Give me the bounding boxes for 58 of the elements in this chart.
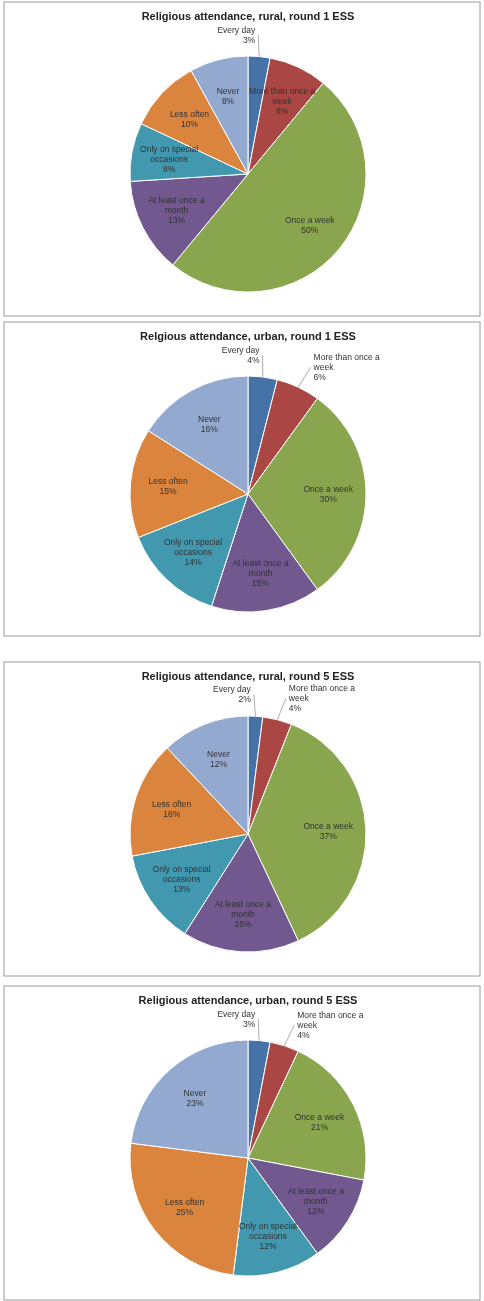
data-label: 10% [181, 119, 199, 130]
slice-label: Never [207, 749, 230, 760]
slice-label: Less often [164, 1197, 205, 1208]
data-label: 12% [307, 1205, 325, 1216]
data-label: 4% [288, 703, 302, 714]
data-label: 2% [238, 694, 252, 705]
data-label: 12% [259, 1240, 277, 1251]
chart-title: Religious attendance, urban, round 5 ESS [138, 994, 358, 1006]
data-label: 50% [301, 225, 319, 236]
data-label: 14% [184, 557, 203, 568]
slice-label: Less often [152, 799, 192, 810]
slice-label: At least once a month [232, 558, 289, 579]
data-label: 8% [163, 163, 176, 174]
data-label: 4% [247, 355, 260, 366]
slice-label: Only on special occasions [152, 864, 211, 885]
data-label: 6% [313, 372, 327, 383]
data-label: 13% [168, 215, 186, 226]
data-label: 8% [221, 96, 235, 107]
data-label: 37% [319, 831, 338, 842]
chart-title: Religious attendance, rural, round 5 ESS [141, 670, 355, 682]
data-label: 25% [176, 1207, 194, 1218]
slice-label: Every day [221, 345, 261, 356]
data-label: 16% [163, 809, 181, 820]
data-label: 21% [310, 1121, 329, 1132]
slice-label: Every day [217, 1008, 256, 1019]
slice-label: Less often [169, 109, 210, 120]
data-label: 3% [242, 1018, 256, 1029]
slice-label: Never [198, 413, 221, 424]
chart-title: Religious attendance, rural, round 1 ESS [141, 10, 355, 22]
slice-label: Once a week [303, 484, 354, 494]
chart-title: Relgious attendance, urban, round 1 ESS [140, 330, 356, 342]
slice-label: More than once a week [312, 352, 381, 373]
data-label: 15% [159, 486, 178, 497]
data-label: 30% [319, 494, 338, 504]
slice-label: More than once a week [296, 1009, 364, 1030]
data-label: 16% [200, 423, 219, 434]
slice-label: At least once a month [287, 1185, 345, 1206]
slice-label: At least once a month [214, 899, 272, 920]
slice-label: Only on special occasions [140, 143, 199, 164]
slice-label: More than once a week [287, 683, 356, 704]
slice-label: Less often [148, 476, 188, 487]
slice-label: Once a week [303, 821, 354, 832]
data-label: 13% [173, 884, 191, 895]
slice-label: Every day [212, 684, 252, 695]
slice-label: Never [216, 86, 240, 97]
data-label: 3% [242, 34, 256, 45]
data-label: 16% [234, 919, 252, 930]
slice-label: Never [183, 1087, 207, 1098]
slice-label: Once a week [285, 215, 336, 226]
slice-label: At least once a month [148, 195, 205, 216]
slice-label: Every day [217, 24, 256, 35]
data-label: 8% [276, 106, 289, 117]
data-label: 15% [252, 578, 270, 589]
data-label: 4% [297, 1029, 310, 1040]
slice-label: Only on special occasions [164, 537, 223, 558]
slice-label: Once a week [294, 1111, 346, 1122]
data-label: 12% [209, 759, 228, 770]
data-label: 23% [186, 1097, 204, 1108]
